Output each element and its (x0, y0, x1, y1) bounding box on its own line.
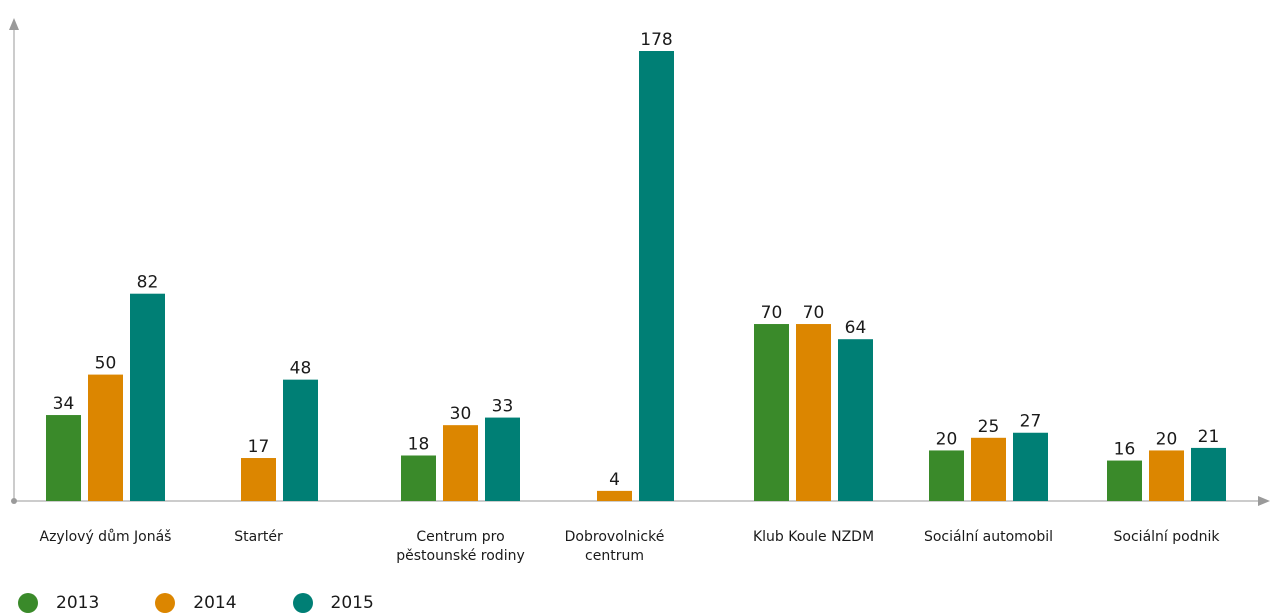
value-label-2015-1: 48 (290, 359, 312, 379)
bar-2015-3 (639, 51, 674, 501)
bar-2013-4 (754, 324, 789, 501)
category-label-4: Klub Koule NZDM (753, 529, 874, 545)
bar-2015-5 (1013, 432, 1048, 501)
legend-label: 2013 (56, 593, 100, 613)
category-label-2: Centrum pro (416, 529, 504, 545)
bar-2014-3 (597, 490, 632, 501)
bar-2014-6 (1149, 450, 1184, 501)
legend-item-2015: 2015 (292, 593, 374, 613)
bar-2013-0 (46, 415, 81, 501)
bar-2014-1 (241, 458, 276, 501)
category-label-3: Dobrovolnické (565, 529, 665, 545)
category-label-3: centrum (585, 548, 644, 564)
legend-label: 2015 (330, 593, 374, 613)
value-label-2015-5: 27 (1020, 412, 1042, 432)
value-label-2015-2: 33 (492, 397, 514, 417)
value-label-2014-5: 25 (978, 417, 1000, 437)
value-label-2015-3: 178 (640, 30, 672, 50)
bar-2014-5 (971, 437, 1006, 501)
value-label-2013-2: 18 (408, 434, 430, 454)
chart-axes (9, 18, 1270, 506)
bar-2015-4 (838, 339, 873, 501)
value-label-2013-4: 70 (761, 303, 783, 323)
chart-category-labels: Azylový dům Jonáš Startér Centrum pro pěsto… (40, 529, 1221, 564)
bar-2015-6 (1191, 447, 1226, 501)
value-label-2014-4: 70 (803, 303, 825, 323)
category-label-0: Azylový dům Jonáš (40, 529, 172, 545)
legend-item-2013: 2013 (18, 593, 99, 613)
legend-swatch (18, 593, 38, 613)
value-label-2015-4: 64 (845, 318, 867, 338)
bar-chart: 34 50 82 17 48 18 30 33 4 178 70 70 64 20 25 27 16 20 21 A… (9, 18, 1270, 564)
value-label-2014-2: 30 (450, 404, 472, 424)
bar-2013-6 (1107, 460, 1142, 501)
value-label-2014-1: 17 (248, 437, 270, 457)
value-label-2013-0: 34 (53, 394, 75, 414)
bar-2015-1 (283, 379, 318, 501)
bar-2013-2 (401, 455, 436, 501)
category-label-5: Sociální automobil (924, 529, 1053, 545)
bar-2013-5 (929, 450, 964, 501)
axis-origin-dot (11, 498, 17, 504)
bar-2015-0 (130, 293, 165, 501)
value-label-2015-0: 82 (137, 273, 159, 293)
category-label-2: pěstounské rodiny (396, 548, 525, 564)
y-axis-arrow-icon (9, 18, 19, 30)
bar-2014-2 (443, 425, 478, 501)
bar-2014-4 (796, 324, 831, 501)
chart-legend: 2013 2014 2015 (18, 592, 430, 614)
value-label-2015-6: 21 (1198, 427, 1220, 447)
legend-swatch (155, 593, 176, 613)
bar-2015-2 (485, 417, 520, 501)
category-label-6: Sociální podnik (1114, 529, 1221, 545)
chart-bars (46, 51, 1226, 501)
bar-2014-0 (88, 374, 123, 501)
value-label-2013-6: 16 (1114, 440, 1136, 460)
x-axis-arrow-icon (1258, 496, 1270, 506)
value-label-2013-5: 20 (936, 429, 958, 449)
legend-item-2014: 2014 (155, 593, 237, 613)
legend-label: 2014 (193, 593, 237, 613)
value-label-2014-0: 50 (95, 354, 117, 374)
category-label-1: Startér (234, 529, 283, 545)
value-label-2014-3: 4 (609, 470, 620, 490)
chart-value-labels: 34 50 82 17 48 18 30 33 4 178 70 70 64 20 25 27 16 20 21 (53, 30, 1220, 490)
legend-swatch (292, 593, 313, 613)
value-label-2014-6: 20 (1156, 429, 1178, 449)
